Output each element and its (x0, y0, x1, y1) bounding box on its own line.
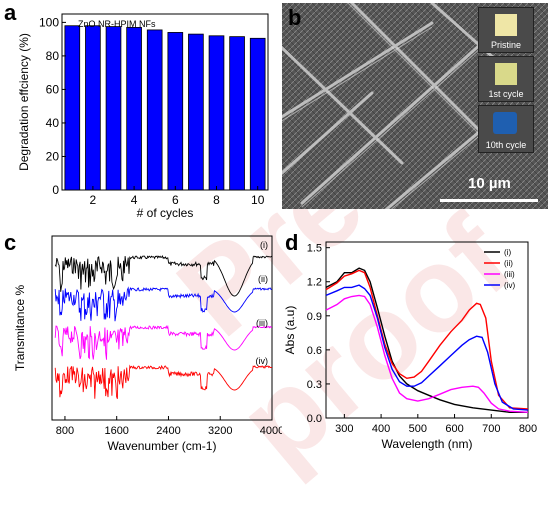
panel-b-sem-image: b Pristine 1st cycle 10th cycle 10 µm (282, 3, 548, 209)
plot-frame (51, 235, 273, 421)
panel-d-uvvis-chart: 0.0 0.3 0.6 0.9 1.2 1.5 300 400 500 600 700 800 (i) (… (283, 241, 537, 451)
scale-bar-label: 10 µm (468, 175, 511, 192)
swatch-pristine (495, 14, 517, 36)
series-line-0 (54, 254, 273, 297)
x-tick-label: 800 (56, 425, 74, 437)
series-line-3 (325, 284, 529, 411)
legend-label-0: (i) (504, 248, 511, 257)
legend-label-1: (ii) (504, 259, 513, 268)
panel-a-label: a (4, 0, 17, 25)
chart-a-title: ZnO NR-HPIM NFs (78, 19, 156, 29)
x-axis-label: Wavelength (nm) (382, 437, 473, 451)
swatch-10th-cycle (493, 112, 517, 134)
bar-cycle-4 (126, 27, 142, 191)
y-tick-label: 60 (46, 82, 60, 96)
x-tick-label: 4000 (260, 425, 282, 437)
x-tick-label: 6 (172, 193, 179, 207)
panel-c-label: c (4, 230, 17, 255)
x-tick-label: 10 (251, 193, 265, 207)
series-label-1: (ii) (258, 274, 268, 284)
x-tick-label: 1600 (104, 425, 128, 437)
inset-label-10th-cycle: 10th cycle (485, 140, 527, 150)
bar-cycle-1 (64, 25, 81, 191)
bar-cycle-7 (188, 33, 204, 191)
y-tick-label: 100 (39, 15, 59, 29)
swatch-1st-cycle (495, 63, 517, 85)
y-tick-label: 40 (46, 116, 60, 130)
y-tick-label: 20 (46, 149, 60, 163)
series-line-1 (54, 286, 273, 322)
legend-label-3: (iv) (504, 281, 515, 290)
x-tick-label: 600 (445, 423, 463, 435)
y-tick-label: 0 (52, 183, 59, 197)
panel-b-label: b (288, 5, 302, 30)
inset-10th-cycle: 10th cycle (478, 105, 534, 153)
x-tick-label: 8 (213, 193, 220, 207)
scale-bar (440, 199, 538, 202)
x-tick-label: 700 (482, 423, 500, 435)
series-line-3 (54, 364, 273, 399)
panel-d-label: d (285, 230, 299, 255)
y-tick-label: 1.2 (307, 277, 322, 289)
bar-cycle-5 (146, 29, 163, 191)
x-axis-label: # of cycles (137, 206, 194, 220)
y-tick-label: 0.0 (307, 413, 322, 425)
panel-c-ftir-chart: (i) (ii) (iii) (iv) 800 1600 2400 3200 4000 Waven… (13, 235, 282, 453)
y-tick-label: 1.5 (307, 243, 322, 255)
y-axis-label: Transmitance % (13, 285, 27, 372)
bar-cycle-6 (167, 32, 184, 191)
y-axis-label: Abs (a.u) (283, 306, 297, 355)
plot-frame (61, 13, 269, 191)
y-tick-label: 0.9 (307, 311, 322, 323)
y-tick-label: 0.3 (307, 379, 322, 391)
y-tick-label: 0.6 (307, 345, 322, 357)
bar-cycle-3 (105, 26, 122, 191)
x-tick-label: 800 (519, 423, 537, 435)
series-line-1 (325, 269, 529, 410)
x-tick-label: 3200 (208, 425, 232, 437)
inset-label-pristine: Pristine (490, 40, 521, 50)
series-label-3: (iv) (256, 356, 269, 366)
x-tick-label: 2400 (156, 425, 180, 437)
legend-label-2: (iii) (504, 270, 515, 279)
x-tick-label: 4 (131, 193, 138, 207)
plot-frame (325, 241, 529, 419)
inset-label-1st-cycle: 1st cycle (488, 89, 524, 99)
series-label-2: (iii) (256, 318, 268, 328)
x-tick-label: 2 (90, 193, 97, 207)
inset-1st-cycle: 1st cycle (478, 56, 534, 102)
bar-cycle-8 (208, 35, 225, 191)
bar-cycle-9 (229, 36, 245, 191)
series-line-2 (54, 324, 273, 360)
panel-a-bar-chart: 0 20 40 60 80 100 2 4 6 8 10 ZnO NR-HPIM NFs # of cy… (17, 13, 269, 220)
y-axis-label: Degradation effciency (%) (17, 33, 31, 171)
inset-pristine: Pristine (478, 7, 534, 53)
x-tick-label: 500 (409, 423, 427, 435)
x-tick-label: 300 (335, 423, 353, 435)
bar-cycle-2 (85, 25, 101, 191)
x-tick-label: 400 (372, 423, 390, 435)
series-line-2 (325, 294, 529, 413)
x-axis-label: Wavenumber (cm-1) (108, 439, 217, 453)
bar-cycle-10 (249, 37, 266, 191)
y-tick-label: 80 (46, 49, 60, 63)
series-label-0: (i) (260, 240, 268, 250)
